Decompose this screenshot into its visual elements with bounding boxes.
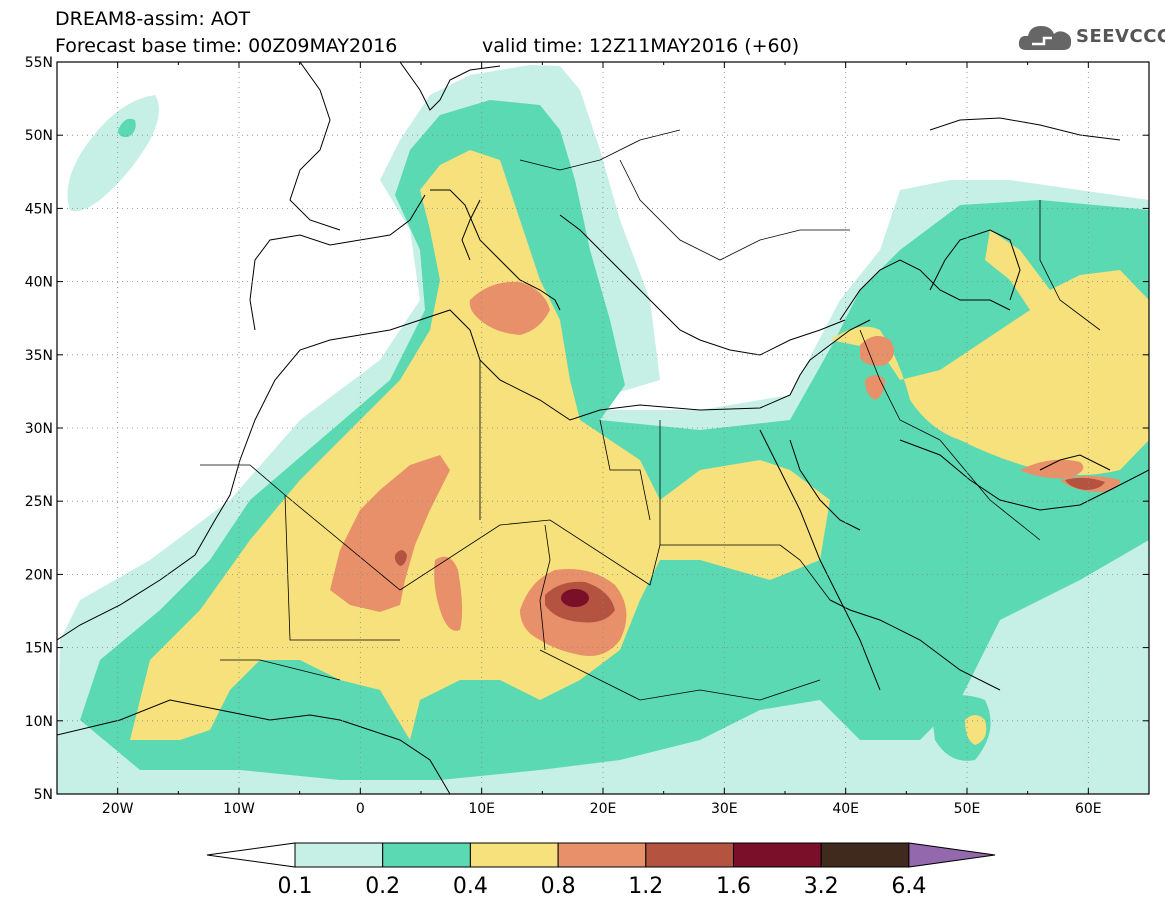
forecast-base-time: Forecast base time: 00Z09MAY2016	[55, 35, 398, 57]
logo-text: SEEVCCC	[1076, 26, 1165, 47]
latitude-labels: 55N 50N 45N 40N 35N 30N 25N 20N 15N 10N 5N	[25, 55, 53, 803]
lat-tick-label: 30N	[25, 421, 53, 437]
lon-tick-label: 20E	[590, 801, 617, 817]
lon-tick-label: 10W	[223, 801, 255, 817]
lon-tick-label: 50E	[954, 801, 981, 817]
cloud-icon	[1018, 26, 1072, 50]
lon-tick-label: 40E	[832, 801, 859, 817]
lon-tick-label: 20W	[102, 801, 134, 817]
lat-tick-label: 45N	[25, 201, 53, 217]
lon-tick-label: 10E	[468, 801, 495, 817]
lat-tick-label: 15N	[25, 641, 53, 657]
lon-tick-label: 30E	[711, 801, 738, 817]
lat-tick-label: 55N	[25, 55, 53, 71]
borders	[200, 129, 1101, 701]
valid-time: valid time: 12Z11MAY2016 (+60)	[482, 35, 800, 57]
lat-tick-label: 35N	[25, 348, 53, 364]
coastlines	[57, 62, 1149, 794]
lat-tick-label: 10N	[25, 714, 53, 730]
graticule	[57, 62, 1149, 794]
longitude-labels: 20W 10W 0 10E 20E 30E 40E 50E 60E	[102, 801, 1102, 817]
lat-tick-label: 40N	[25, 275, 53, 291]
lon-tick-label: 60E	[1075, 801, 1102, 817]
aot-level-1.6	[561, 589, 589, 607]
lat-tick-label: 50N	[25, 128, 53, 144]
lat-tick-label: 5N	[34, 787, 53, 803]
seevccc-logo: SEEVCCC	[1018, 20, 1165, 54]
lat-tick-label: 20N	[25, 567, 53, 583]
axis-ticks	[56, 61, 1150, 795]
lon-tick-label: 0	[356, 801, 365, 817]
lat-tick-label: 25N	[25, 494, 53, 510]
map-title: DREAM8-assim: AOT	[55, 8, 251, 30]
